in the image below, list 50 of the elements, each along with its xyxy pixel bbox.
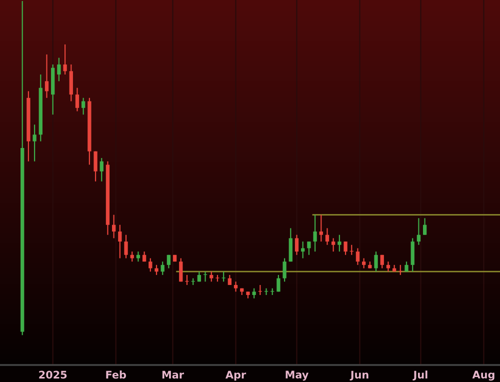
x-tick-label: 2025 — [39, 370, 67, 379]
candlestick — [422, 218, 427, 236]
candlestick — [44, 54, 49, 98]
candlestick — [374, 251, 378, 272]
candlestick — [380, 254, 384, 269]
x-tick-label: Jun — [350, 370, 368, 381]
candlestick — [294, 234, 299, 256]
candlestick — [307, 240, 311, 256]
candlestick — [319, 214, 323, 242]
candlestick — [410, 238, 414, 272]
x-tick-label: Aug — [472, 370, 494, 381]
x-tick-label: Feb — [106, 370, 126, 379]
candlestick — [288, 228, 292, 262]
candlestick — [228, 274, 232, 286]
candlestick — [32, 124, 36, 162]
candlestick — [362, 258, 366, 269]
candlestick — [160, 261, 164, 276]
x-tick-label: Jul — [412, 370, 428, 381]
candlestick — [325, 228, 330, 246]
candlestick — [118, 224, 122, 259]
candlestick — [356, 248, 360, 266]
candlestick — [313, 214, 317, 252]
candlestick — [338, 234, 342, 252]
x-tick-label: Apr — [225, 370, 246, 381]
candlestick — [166, 254, 171, 269]
candlestick — [234, 281, 238, 292]
candlestick — [57, 57, 61, 82]
candlestick — [100, 157, 104, 182]
candlestick — [94, 150, 98, 182]
candlestick — [148, 258, 152, 272]
candlestick — [112, 214, 116, 239]
candlestick — [276, 274, 280, 292]
candlestick — [179, 258, 183, 282]
candlestick — [282, 258, 286, 282]
candlestick — [69, 64, 73, 102]
candlestick — [124, 234, 128, 259]
candlestick — [301, 240, 305, 259]
candlestick — [82, 97, 86, 116]
candlestick — [386, 261, 390, 272]
candlestick — [416, 218, 421, 246]
x-tick-label: Mar — [162, 370, 184, 379]
candlestick — [222, 271, 226, 282]
candlestick — [344, 240, 348, 256]
candlestick — [75, 87, 80, 112]
candlestick — [63, 44, 67, 76]
candlestick — [210, 271, 214, 282]
candlestick — [252, 288, 256, 299]
candlestick — [154, 264, 158, 276]
x-tick-label: May — [286, 370, 308, 381]
candlestick — [332, 238, 336, 252]
